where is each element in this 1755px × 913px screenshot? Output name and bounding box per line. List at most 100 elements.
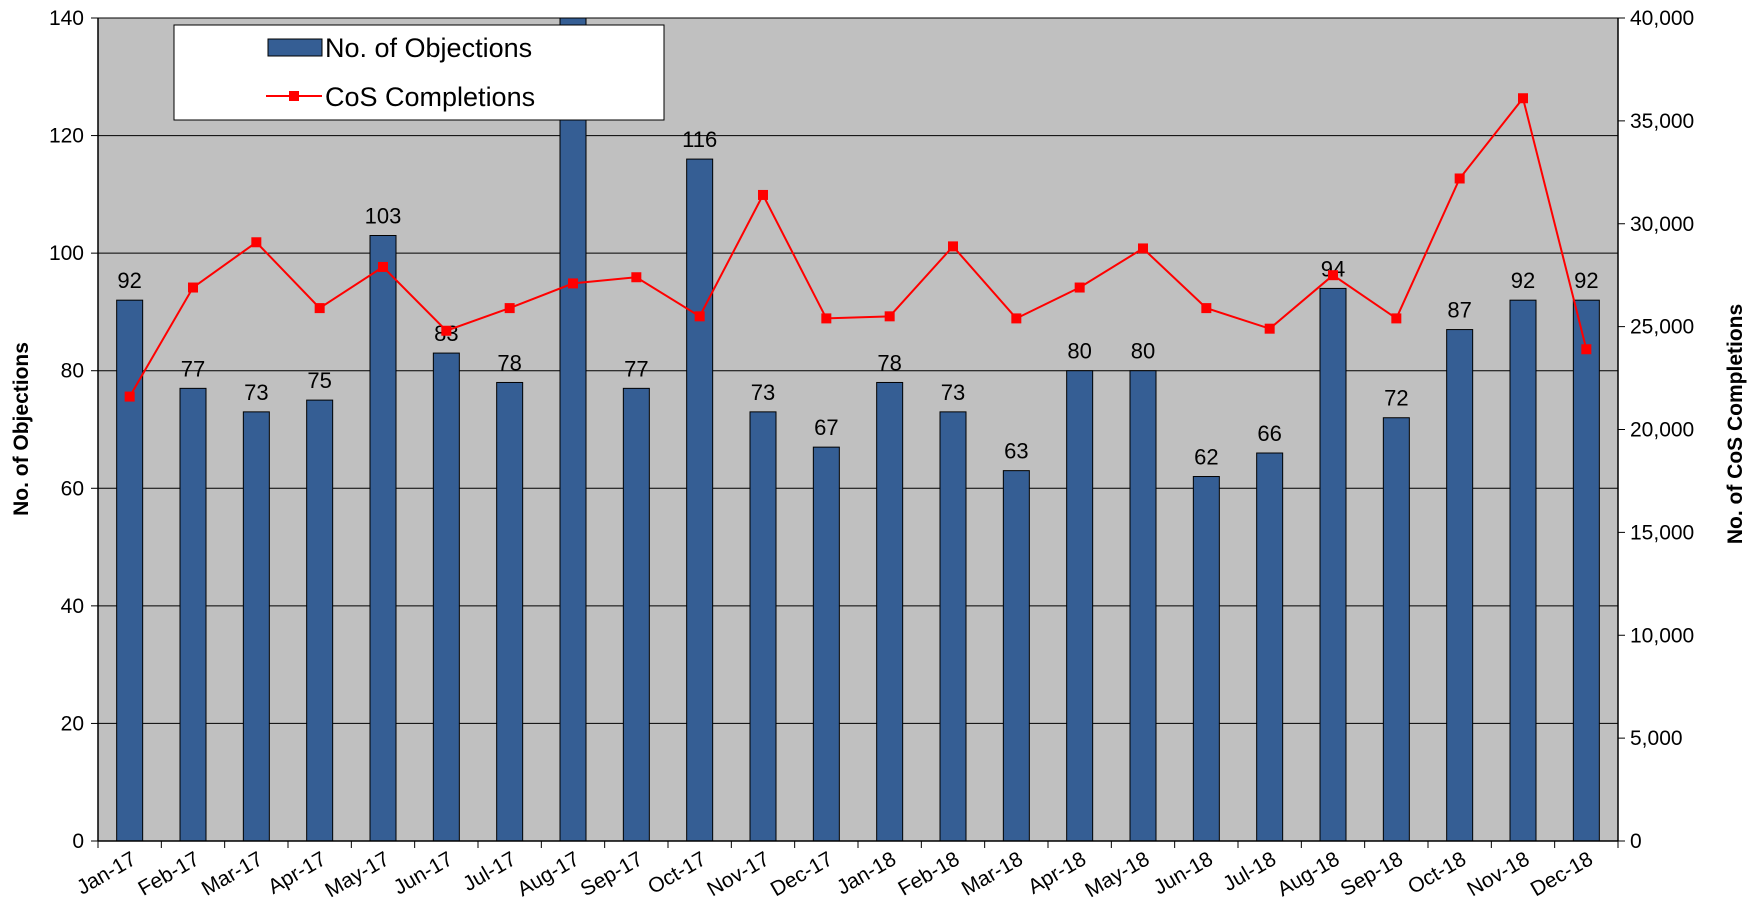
bar-data-label: 92 bbox=[1511, 268, 1535, 293]
line-point bbox=[1581, 344, 1592, 355]
bar bbox=[686, 158, 714, 842]
left-tick-label: 100 bbox=[49, 242, 84, 265]
x-tick-label: Sep-17 bbox=[577, 847, 647, 901]
x-tick-label: May-18 bbox=[1081, 847, 1153, 902]
bar bbox=[622, 387, 650, 842]
line-point bbox=[694, 311, 705, 322]
left-tick-label: 20 bbox=[61, 712, 84, 735]
x-tick-label: Dec-18 bbox=[1527, 847, 1597, 901]
left-tick-label: 60 bbox=[61, 477, 84, 500]
x-tick-label: Dec-17 bbox=[767, 847, 837, 901]
bar bbox=[1446, 329, 1474, 842]
line-point bbox=[1328, 270, 1338, 281]
right-tick-label: 30,000 bbox=[1630, 213, 1694, 236]
bar bbox=[369, 235, 397, 842]
line-point bbox=[568, 278, 578, 289]
x-tick-label: Apr-17 bbox=[264, 847, 330, 898]
x-tick-label: Oct-18 bbox=[1404, 847, 1470, 898]
x-tick-label: Jul-17 bbox=[459, 847, 520, 896]
y2-axis-title: No. of CoS Completions bbox=[1724, 304, 1747, 544]
bar-data-label: 80 bbox=[1067, 339, 1091, 364]
bar bbox=[812, 446, 840, 842]
legend-label-objections: No. of Objections bbox=[325, 33, 532, 63]
x-tick-label: Jan-17 bbox=[73, 847, 140, 899]
bar bbox=[1382, 417, 1410, 842]
bar bbox=[1572, 299, 1600, 842]
left-tick-label: 0 bbox=[72, 830, 84, 853]
plot-area bbox=[97, 17, 1619, 842]
x-tick-label: Feb-18 bbox=[894, 847, 963, 900]
bar bbox=[116, 299, 144, 842]
line-point bbox=[1518, 93, 1528, 104]
x-tick-label: Feb-17 bbox=[134, 847, 203, 900]
bar-series bbox=[116, 17, 1600, 842]
x-tick-label: Apr-18 bbox=[1024, 847, 1090, 898]
bar-data-label: 62 bbox=[1194, 445, 1218, 470]
gridlines bbox=[98, 135, 1618, 724]
line-point bbox=[504, 303, 515, 314]
x-tick-label: Aug-17 bbox=[513, 847, 583, 901]
line-point bbox=[884, 311, 895, 322]
line-point bbox=[1201, 303, 1212, 314]
x-tick-label: Aug-18 bbox=[1273, 847, 1343, 901]
bar bbox=[432, 352, 460, 842]
bar-data-label: 67 bbox=[814, 415, 838, 440]
x-tick-label: Nov-17 bbox=[703, 847, 773, 901]
bar-data-label: 66 bbox=[1257, 421, 1281, 446]
bar-data-label: 78 bbox=[497, 350, 521, 375]
line-point bbox=[1011, 313, 1022, 324]
legend-box bbox=[173, 24, 665, 121]
bar-data-label: 77 bbox=[624, 356, 648, 381]
bar-data-label: 87 bbox=[1447, 298, 1471, 323]
right-tick-label: 40,000 bbox=[1630, 7, 1694, 30]
bar bbox=[939, 411, 967, 842]
right-tick-label: 5,000 bbox=[1630, 727, 1683, 750]
bar bbox=[1002, 470, 1030, 842]
line-point bbox=[378, 261, 388, 272]
x-tick-label: Mar-17 bbox=[198, 847, 267, 900]
line-point bbox=[251, 237, 262, 248]
x-tick-label: Jun-18 bbox=[1150, 847, 1217, 899]
bar-data-label: 73 bbox=[751, 380, 775, 405]
right-tick-label: 35,000 bbox=[1630, 110, 1694, 133]
x-tick-label: Jun-17 bbox=[390, 847, 457, 899]
bar-data-label: 75 bbox=[307, 368, 331, 393]
bar bbox=[496, 381, 524, 842]
bar-data-label: 73 bbox=[244, 380, 268, 405]
x-tick-label: Oct-17 bbox=[644, 847, 710, 898]
bar-data-label: 77 bbox=[181, 356, 205, 381]
bar-data-label: 103 bbox=[365, 204, 402, 229]
line-point bbox=[1074, 282, 1085, 293]
bar-data-labels: 9277737510383787711673677873638080626694… bbox=[117, 127, 1598, 469]
line-point bbox=[1138, 243, 1148, 254]
bar bbox=[1192, 476, 1220, 842]
bar bbox=[1509, 299, 1537, 842]
line-point bbox=[124, 391, 135, 402]
bar-data-label: 63 bbox=[1004, 439, 1028, 464]
bar bbox=[242, 411, 270, 842]
left-tick-label: 40 bbox=[61, 595, 84, 618]
bar bbox=[306, 399, 334, 842]
bar bbox=[1319, 287, 1347, 842]
legend-label-cos: CoS Completions bbox=[325, 82, 535, 112]
x-tick-label: Nov-18 bbox=[1463, 847, 1533, 901]
bar bbox=[1256, 452, 1284, 842]
x-tick-label: Jan-18 bbox=[833, 847, 900, 899]
left-tick-label: 140 bbox=[49, 7, 84, 30]
y-axis-title: No. of Objections bbox=[10, 342, 33, 516]
legend: No. of Objections CoS Completions bbox=[173, 24, 665, 121]
line-point bbox=[1454, 173, 1465, 184]
bar bbox=[1129, 370, 1157, 842]
bar bbox=[876, 381, 904, 842]
legend-swatch-objections bbox=[267, 38, 323, 57]
bar-data-label: 78 bbox=[877, 350, 901, 375]
right-tick-label: 25,000 bbox=[1630, 316, 1694, 339]
right-tick-label: 15,000 bbox=[1630, 521, 1694, 544]
line-point bbox=[1264, 323, 1275, 334]
x-tick-label: Sep-18 bbox=[1337, 847, 1407, 901]
line-point bbox=[948, 241, 958, 252]
line-point bbox=[631, 272, 642, 283]
bar-data-label: 80 bbox=[1131, 339, 1155, 364]
right-tick-label: 10,000 bbox=[1630, 624, 1694, 647]
